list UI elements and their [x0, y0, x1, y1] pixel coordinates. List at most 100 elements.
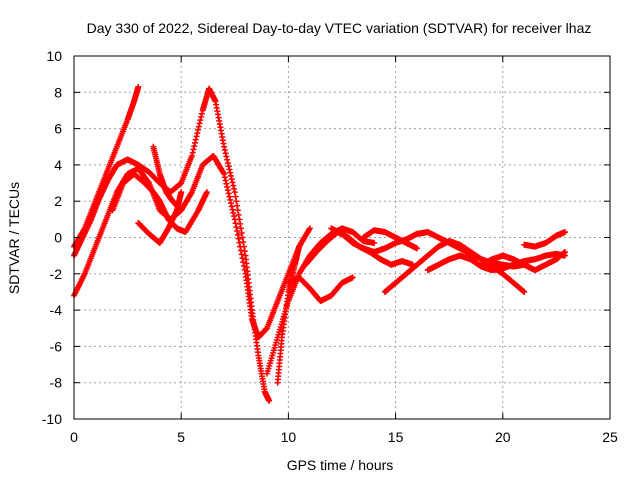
- data-point: [229, 179, 236, 186]
- data-point: [223, 180, 230, 187]
- data-point: [135, 83, 142, 90]
- data-point: [221, 146, 228, 153]
- data-point: [195, 123, 202, 130]
- y-tick-label: -2: [50, 266, 63, 282]
- y-axis-label: SDTVAR / TECUs: [6, 182, 22, 294]
- data-point: [241, 266, 248, 273]
- data-point: [235, 211, 242, 218]
- series-arc-11: [328, 225, 528, 270]
- series-arc-2: [71, 85, 273, 404]
- data-point: [227, 196, 234, 203]
- data-point: [232, 220, 239, 227]
- data-point: [231, 189, 238, 196]
- data-point: [224, 187, 231, 194]
- data-point: [224, 159, 231, 166]
- plot-area: [71, 83, 568, 404]
- data-point: [234, 228, 241, 235]
- data-point: [194, 130, 201, 137]
- data-point: [371, 239, 378, 246]
- data-point: [229, 206, 236, 213]
- data-point: [306, 225, 313, 232]
- series-arc-8: [274, 243, 303, 386]
- series-arc-6: [150, 143, 185, 214]
- y-tick-label: -10: [42, 411, 62, 427]
- data-point: [203, 189, 210, 196]
- data-point: [228, 176, 235, 183]
- y-tick-label: -4: [50, 302, 63, 318]
- data-point: [414, 245, 421, 252]
- data-point: [230, 182, 237, 189]
- data-point: [521, 288, 528, 295]
- data-point: [238, 229, 245, 236]
- data-point: [237, 247, 244, 254]
- data-point: [221, 170, 228, 177]
- x-tick-label: 5: [177, 429, 185, 445]
- data-point: [223, 153, 230, 160]
- data-point: [225, 163, 232, 170]
- data-point: [190, 146, 197, 153]
- data-point: [227, 169, 234, 176]
- data-point: [191, 139, 198, 146]
- data-point: [238, 251, 245, 258]
- data-point: [228, 203, 235, 210]
- data-point: [226, 166, 233, 173]
- data-point: [189, 149, 196, 156]
- y-tick-label: 0: [54, 230, 62, 246]
- series-arc-12: [360, 227, 421, 252]
- data-point: [231, 213, 238, 220]
- data-point: [192, 136, 199, 143]
- data-point: [198, 113, 205, 120]
- data-point: [234, 231, 241, 238]
- series-arc-9: [285, 274, 356, 305]
- data-point: [234, 202, 241, 209]
- x-axis-label: GPS time / hours: [287, 457, 394, 473]
- data-point: [230, 209, 237, 216]
- data-point: [188, 152, 195, 159]
- data-point: [225, 190, 232, 197]
- data-point: [198, 110, 205, 117]
- data-point: [233, 224, 240, 231]
- data-point: [235, 235, 242, 242]
- x-tick-label: 20: [495, 429, 511, 445]
- data-point: [224, 156, 231, 163]
- data-point: [240, 263, 247, 270]
- chart-title: Day 330 of 2022, Sidereal Day-to-day VTE…: [87, 20, 592, 36]
- x-tick-label: 10: [281, 429, 297, 445]
- data-point: [191, 143, 198, 150]
- y-tick-label: 8: [54, 84, 62, 100]
- series-arc-16: [521, 229, 568, 250]
- data-point: [233, 198, 240, 205]
- data-point: [222, 177, 229, 184]
- data-point: [231, 185, 238, 192]
- data-point: [195, 126, 202, 133]
- y-tick-label: 10: [46, 48, 62, 64]
- series-arc-14: [424, 250, 568, 274]
- data-point: [227, 172, 234, 179]
- x-tick-label: 0: [70, 429, 78, 445]
- data-point: [239, 234, 246, 241]
- data-point: [197, 117, 204, 124]
- y-tick-label: -6: [50, 338, 63, 354]
- axis-ticks: 0 5 10 15 20 25 -10 -8 -6 -4 -2 0 2 4 6 8 10: [42, 48, 618, 445]
- grid: [74, 56, 610, 419]
- data-point: [227, 200, 234, 207]
- data-point: [221, 174, 228, 181]
- y-tick-label: 6: [54, 121, 62, 137]
- data-point: [240, 259, 247, 266]
- data-point: [237, 243, 244, 250]
- data-point: [193, 133, 200, 140]
- data-point: [349, 274, 356, 281]
- data-point: [239, 255, 246, 262]
- x-tick-label: 15: [388, 429, 404, 445]
- data-point: [236, 239, 243, 246]
- data-point: [178, 189, 185, 196]
- data-point: [221, 143, 228, 150]
- y-tick-label: 2: [54, 193, 62, 209]
- data-point: [561, 249, 568, 256]
- y-tick-label: -8: [50, 375, 63, 391]
- data-point: [561, 229, 568, 236]
- y-tick-label: 4: [54, 157, 62, 173]
- data-point: [232, 193, 239, 200]
- x-tick-label: 25: [602, 429, 618, 445]
